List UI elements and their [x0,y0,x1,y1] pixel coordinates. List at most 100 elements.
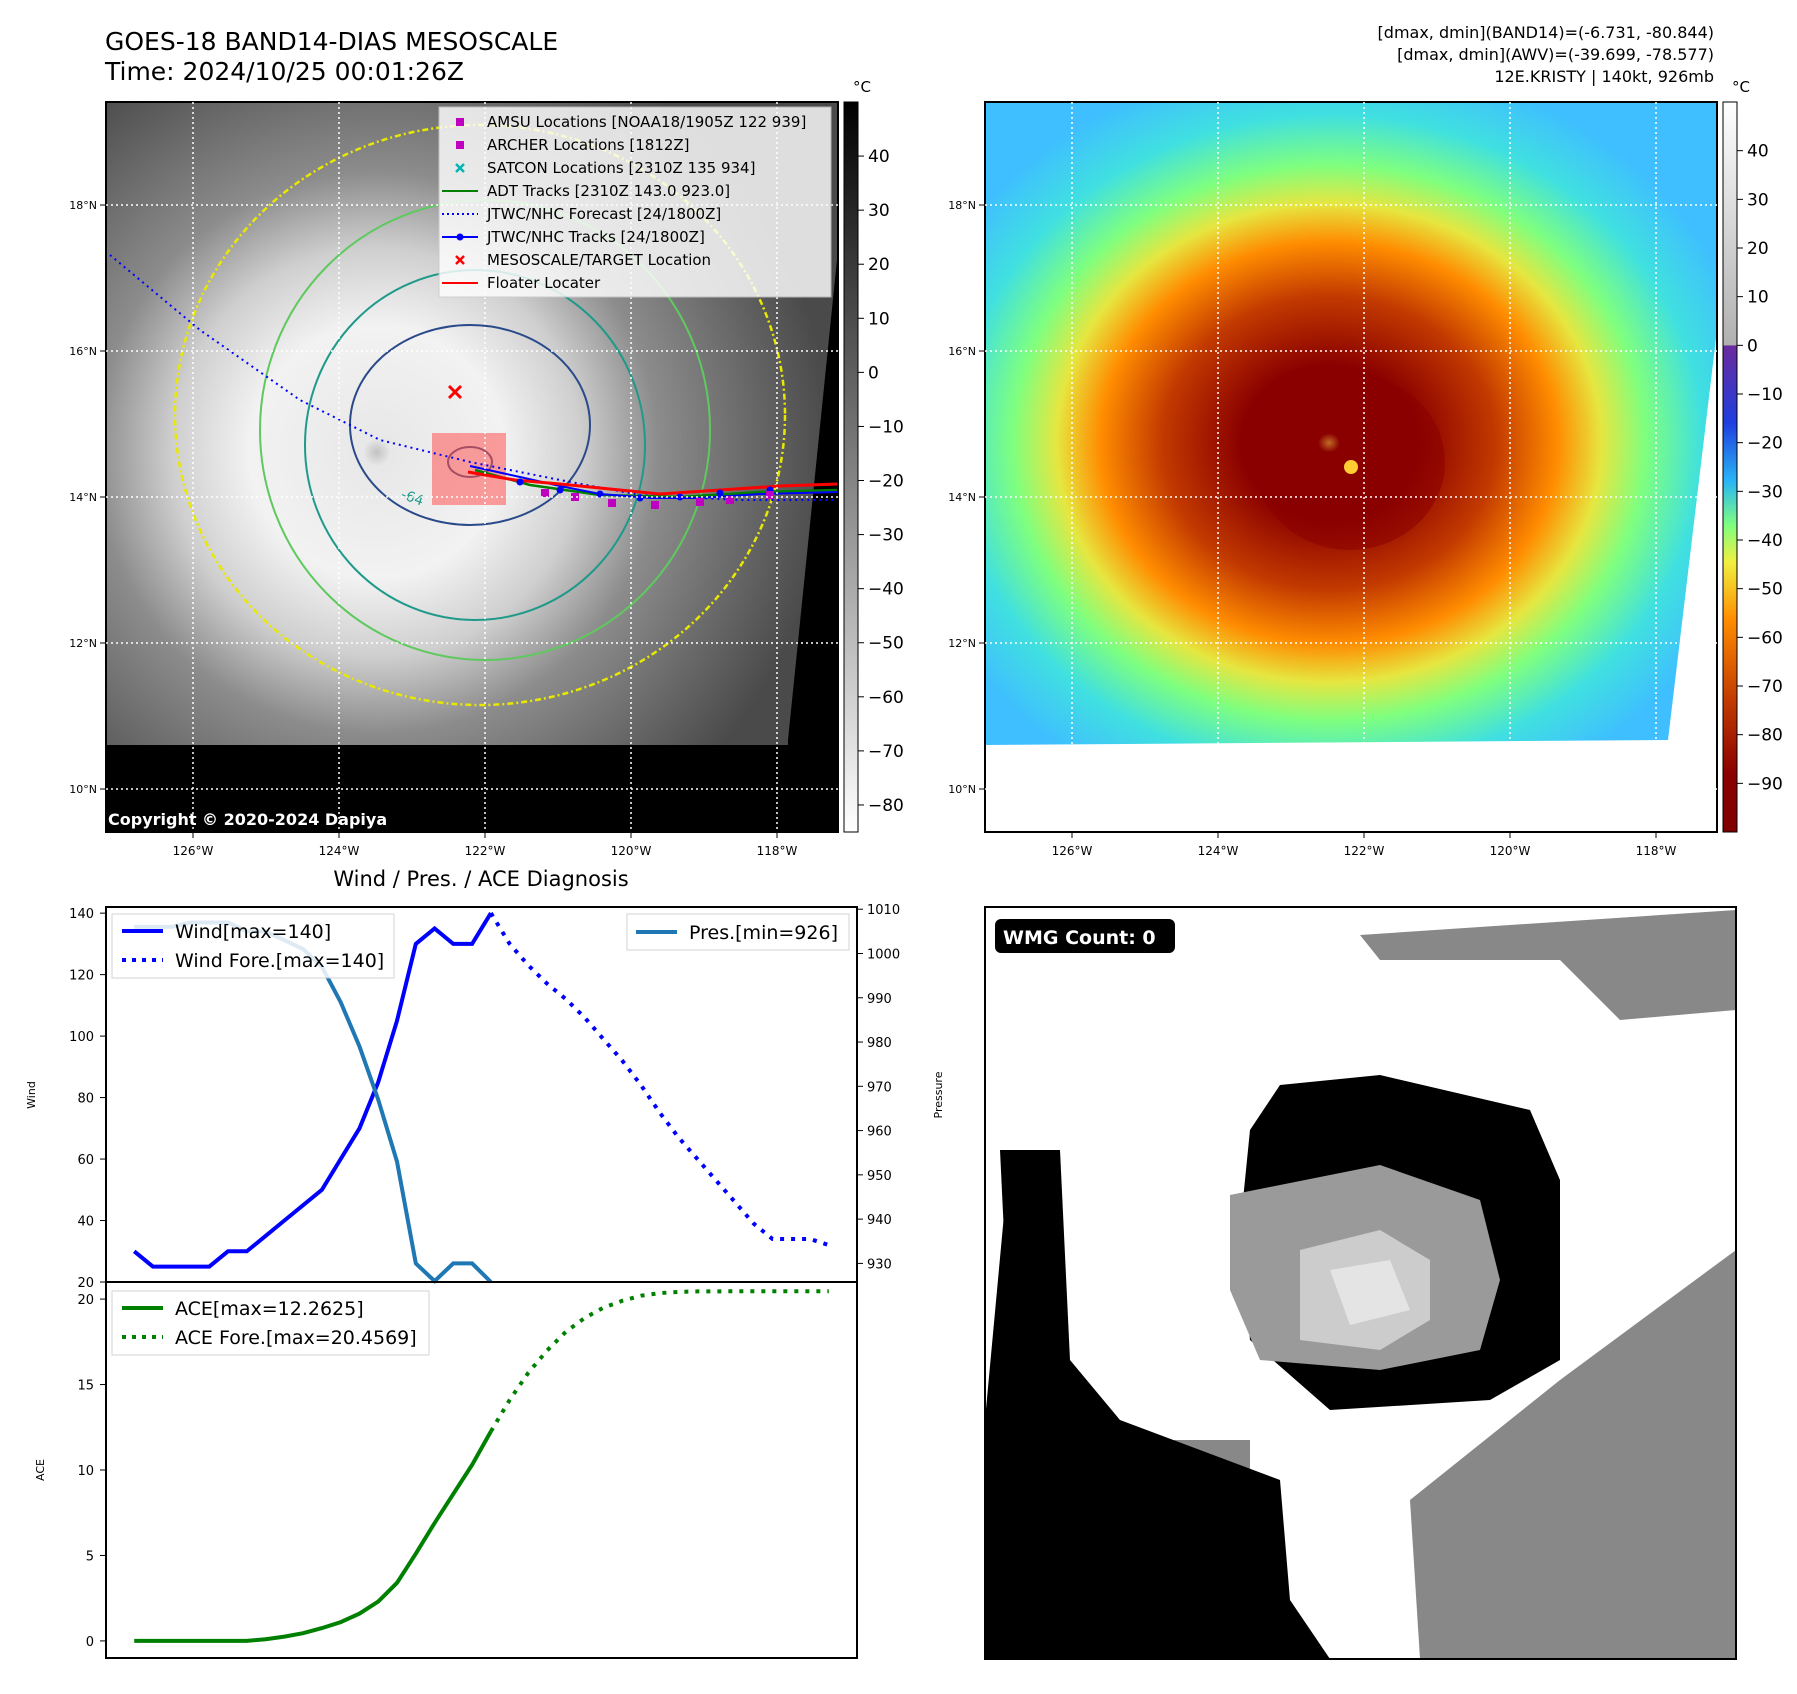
copyright: Copyright © 2020-2024 Dapiya [108,810,387,829]
colorbar-tick-label: −50 [1747,580,1783,600]
ace-legend: ACE[max=12.2625] ACE Fore.[max=20.4569] [111,1290,430,1356]
color-map-frame [984,101,1718,833]
ace-fore-legend-label: ACE Fore.[max=20.4569] [175,1327,417,1349]
legend-label: MESOSCALE/TARGET Location [487,251,711,269]
lat-tick-label: 10°N [69,783,97,796]
colorbar-tick-label: −70 [868,742,904,762]
y-tick-label: 60 [77,1153,94,1168]
colorbar-tick-label: −80 [868,796,904,816]
colorbar-gray: °C 40 30 20 10 0 −10 −20 −30 −40 −50 −60 −70 −80 [843,78,904,833]
lat-tick-label: 10°N [948,783,976,796]
y2-tick-label: 980 [867,1036,892,1051]
y-tick-label: 5 [86,1549,94,1564]
jtwc-track-point [636,494,644,502]
lat-tick-label: 16°N [69,345,97,358]
ir-map-frame [105,101,839,833]
colorbar-tick-label: −90 [1747,774,1783,794]
amsu-archer-point [766,491,774,499]
wmg-eye-region [1230,1165,1500,1370]
series-wind [132,912,493,1269]
colorbar-tick-label: −80 [1747,726,1783,746]
series-wind-fore [489,912,830,1248]
info-line-2: [dmax, dmin](AWV)=(-39.699, -78.577) [1397,45,1714,64]
colorbar-color-unit: °C [1732,78,1750,96]
ace-legend-label: ACE[max=12.2625] [175,1298,364,1320]
colorbar-tick-label: −40 [1747,531,1783,551]
ace-axis-label: ACE [34,1459,47,1481]
wmg-badge-text: WMG Count: 0 [1003,927,1156,949]
pressure-axis-label: Pressure [932,1071,945,1118]
lon-tick-label: 122°W [1344,844,1385,858]
lat-tick-label: 12°N [948,637,976,650]
y2-tick-label: 960 [867,1125,892,1140]
wmg-panel: WMG Count: 0 [984,906,1737,1660]
colorbar-tick-label: 10 [1747,288,1769,308]
ir-no-data-right [788,250,838,832]
jtwc-track-point [516,478,524,486]
y-tick-label: 140 [69,907,94,922]
lon-tick-label: 118°W [757,844,798,858]
y2-tick-label: 950 [867,1169,892,1184]
series-ace [134,1430,493,1643]
lat-tick-label: 18°N [948,199,976,212]
legend-label: ARCHER Locations [1812Z] [487,136,690,154]
colorbar-tick-label: −70 [1747,677,1783,697]
amsu-archer-point [651,501,659,509]
lat-tick-label: 12°N [69,637,97,650]
colorbar-tick-label: 20 [1747,239,1769,259]
colorbar-tick-label: 30 [1747,190,1769,210]
ir-map-panel: -64 126°W 124°W 122°W 120°W 118°W 18°N 16°N 14°… [69,101,839,858]
colorbar-tick-label: 40 [868,147,890,167]
map-legend: AMSU Locations [NOAA18/1905Z 122 939] ARC… [438,106,832,298]
legend-label: SATCON Locations [2310Z 135 934] [487,159,755,177]
legend-label: JTWC/NHC Tracks [24/1800Z] [486,228,705,246]
colorbar-tick-label: −20 [1747,434,1783,454]
lat-tick-label: 14°N [69,491,97,504]
colorbar-tick-label: −50 [868,634,904,654]
pressure-legend: Pres.[min=926] [626,913,850,951]
lon-tick-label: 124°W [319,844,360,858]
legend-marker-square [456,118,464,126]
jtwc-track-point [716,489,724,497]
colorbar-tick-label: −30 [868,526,904,546]
colorbar-tick-label: 40 [1747,142,1769,162]
legend-marker-square [456,141,464,149]
info-line-1: [dmax, dmin](BAND14)=(-6.731, -80.844) [1378,23,1714,42]
legend-label: AMSU Locations [NOAA18/1905Z 122 939] [487,113,806,131]
wmg-badge-box [995,919,1175,953]
colorbar-tick-label: −60 [1747,628,1783,648]
amsu-archer-point [726,496,734,504]
ace-panel: ACE 0 5 10 15 20 ACE[max=12.2625] ACE Fore.[… [34,1281,858,1659]
colorbar-tick-label: 0 [868,363,879,383]
amsu-archer-point [608,499,616,507]
lat-tick-label: 16°N [948,345,976,358]
y2-tick-label: 990 [867,992,892,1007]
color-map-panel: 126°W 124°W 122°W 120°W 118°W 18°N 16°N 14°N 12°… [948,101,1718,858]
lon-tick-label: 126°W [1052,844,1093,858]
eye [1344,460,1358,474]
y-tick-label: 20 [77,1276,94,1291]
y-tick-label: 40 [77,1215,94,1230]
y-tick-label: 100 [69,1030,94,1045]
colorbar-tick-label: −10 [1747,385,1783,405]
wind-axis-label: Wind [25,1081,38,1109]
jtwc-track-point [556,486,564,494]
colorbar-tick-label: 10 [868,309,890,329]
legend-marker-dot [456,233,464,241]
legend-label: JTWC/NHC Forecast [24/1800Z] [486,205,721,223]
target-box [432,433,506,505]
lat-tick-label: 18°N [69,199,97,212]
wmg-frame [984,906,1737,1660]
amsu-archer-point [541,489,549,497]
y2-tick-label: 940 [867,1213,892,1228]
amsu-archer-point [571,493,579,501]
colorbar-tick-label: −40 [868,580,904,600]
jtwc-track-point [596,490,604,498]
wind-legend-label: Wind[max=140] [175,921,331,943]
y2-tick-label: 1010 [867,903,900,918]
colorbar-color: °C 40 30 20 10 0 −10 −20 −30 −40 −50 −60 −70 −80 −90 [1722,78,1783,833]
pressure-legend-label: Pres.[min=926] [689,922,838,944]
colorbar-gray-unit: °C [853,78,871,96]
y2-tick-label: 970 [867,1080,892,1095]
